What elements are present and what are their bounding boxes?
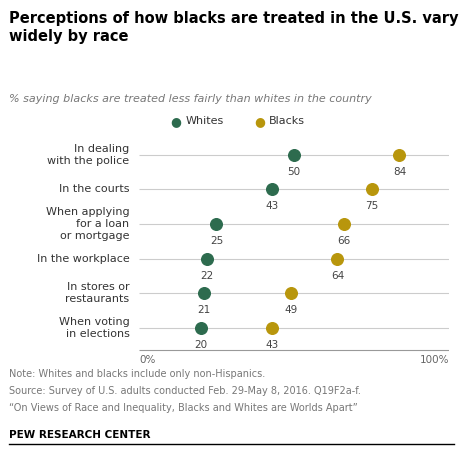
Text: ●: ● [170, 115, 181, 128]
Text: Whites: Whites [185, 116, 224, 126]
Point [334, 255, 341, 262]
Point [269, 324, 276, 332]
Text: Perceptions of how blacks are treated in the U.S. vary
widely by race: Perceptions of how blacks are treated in… [9, 11, 459, 44]
Text: 84: 84 [393, 167, 406, 177]
Text: 75: 75 [365, 202, 378, 212]
Text: In the courts: In the courts [59, 184, 130, 194]
Text: When voting
in elections: When voting in elections [59, 316, 130, 339]
Point [396, 151, 403, 158]
Point [287, 289, 294, 297]
Point [340, 220, 347, 228]
Text: 20: 20 [194, 340, 207, 350]
Text: Source: Survey of U.S. adults conducted Feb. 29-May 8, 2016. Q19F2a-f.: Source: Survey of U.S. adults conducted … [9, 386, 361, 396]
Text: ●: ● [254, 115, 265, 128]
Point [269, 185, 276, 193]
Text: In the workplace: In the workplace [37, 254, 130, 263]
Text: In stores or
restaurants: In stores or restaurants [65, 282, 130, 305]
Text: 25: 25 [210, 236, 223, 246]
Point [213, 220, 220, 228]
Text: PEW RESEARCH CENTER: PEW RESEARCH CENTER [9, 430, 151, 440]
Point [197, 324, 205, 332]
Text: Note: Whites and blacks include only non-Hispanics.: Note: Whites and blacks include only non… [9, 369, 265, 379]
Point [290, 151, 298, 158]
Text: 66: 66 [337, 236, 350, 246]
Text: In dealing
with the police: In dealing with the police [48, 143, 130, 166]
Point [203, 255, 211, 262]
Text: Blacks: Blacks [269, 116, 305, 126]
Text: 50: 50 [288, 167, 300, 177]
Text: 0%: 0% [139, 355, 155, 365]
Text: 21: 21 [197, 305, 211, 315]
Text: % saying blacks are treated less fairly than whites in the country: % saying blacks are treated less fairly … [9, 94, 372, 104]
Text: 43: 43 [266, 340, 279, 350]
Text: “On Views of Race and Inequality, Blacks and Whites are Worlds Apart”: “On Views of Race and Inequality, Blacks… [9, 403, 358, 414]
Text: When applying
for a loan
or mortgage: When applying for a loan or mortgage [46, 207, 130, 241]
Text: 100%: 100% [419, 355, 449, 365]
Text: 49: 49 [284, 305, 298, 315]
Point [200, 289, 208, 297]
Point [368, 185, 375, 193]
Text: 22: 22 [200, 271, 214, 281]
Text: 43: 43 [266, 202, 279, 212]
Text: 64: 64 [331, 271, 344, 281]
